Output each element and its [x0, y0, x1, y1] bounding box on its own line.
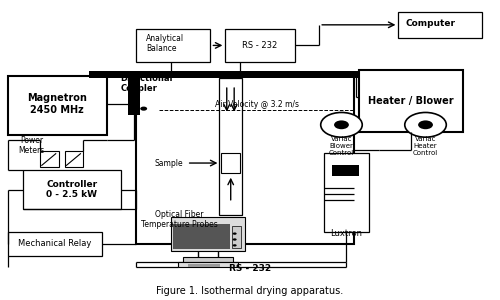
Bar: [22, 170, 122, 208]
Bar: [398, 12, 482, 38]
Bar: [8, 232, 102, 256]
Circle shape: [418, 120, 433, 129]
Text: Controller
0 - 2.5 kW: Controller 0 - 2.5 kW: [46, 180, 98, 199]
Bar: [183, 257, 232, 262]
Text: Magnetron
2450 MHz: Magnetron 2450 MHz: [27, 93, 87, 115]
Circle shape: [320, 112, 362, 137]
Bar: [171, 218, 245, 251]
Circle shape: [334, 120, 349, 129]
Text: Optical Fiber
Temperature Probes: Optical Fiber Temperature Probes: [141, 210, 218, 230]
Bar: [220, 78, 242, 214]
Text: RS - 232: RS - 232: [229, 264, 271, 273]
Text: Mechanical Relay: Mechanical Relay: [18, 239, 92, 248]
Bar: [136, 76, 354, 244]
Text: Heater / Blower: Heater / Blower: [368, 96, 454, 106]
Bar: [90, 71, 359, 78]
Bar: [226, 29, 294, 62]
Circle shape: [232, 238, 236, 241]
Circle shape: [130, 106, 138, 111]
Text: Variac
Blower
Control: Variac Blower Control: [329, 136, 354, 156]
Bar: [222, 153, 240, 173]
Text: Power
Meters: Power Meters: [18, 136, 44, 155]
Text: Computer: Computer: [406, 19, 456, 28]
Text: RS - 232: RS - 232: [242, 41, 278, 50]
Text: Figure 1. Isothermal drying apparatus.: Figure 1. Isothermal drying apparatus.: [156, 286, 344, 296]
Bar: [8, 76, 106, 135]
Bar: [178, 262, 238, 267]
Text: Variac
Heater
Control: Variac Heater Control: [413, 136, 438, 156]
Bar: [359, 70, 463, 132]
Circle shape: [232, 244, 236, 247]
Bar: [188, 265, 220, 267]
Bar: [332, 164, 359, 176]
Bar: [128, 78, 140, 115]
Bar: [174, 224, 230, 249]
Text: Analytical
Balance: Analytical Balance: [146, 34, 184, 53]
Circle shape: [232, 232, 236, 235]
Circle shape: [405, 112, 446, 137]
Text: Sample: Sample: [154, 158, 182, 167]
Text: Directional
Coupler: Directional Coupler: [120, 74, 173, 93]
Circle shape: [140, 106, 147, 111]
Bar: [136, 29, 210, 62]
Text: Luxtron: Luxtron: [330, 229, 362, 238]
Text: Air Velocity @ 3.2 m/s: Air Velocity @ 3.2 m/s: [216, 100, 300, 109]
Bar: [64, 151, 84, 167]
Bar: [232, 226, 240, 248]
Bar: [324, 153, 368, 232]
Bar: [40, 151, 58, 167]
